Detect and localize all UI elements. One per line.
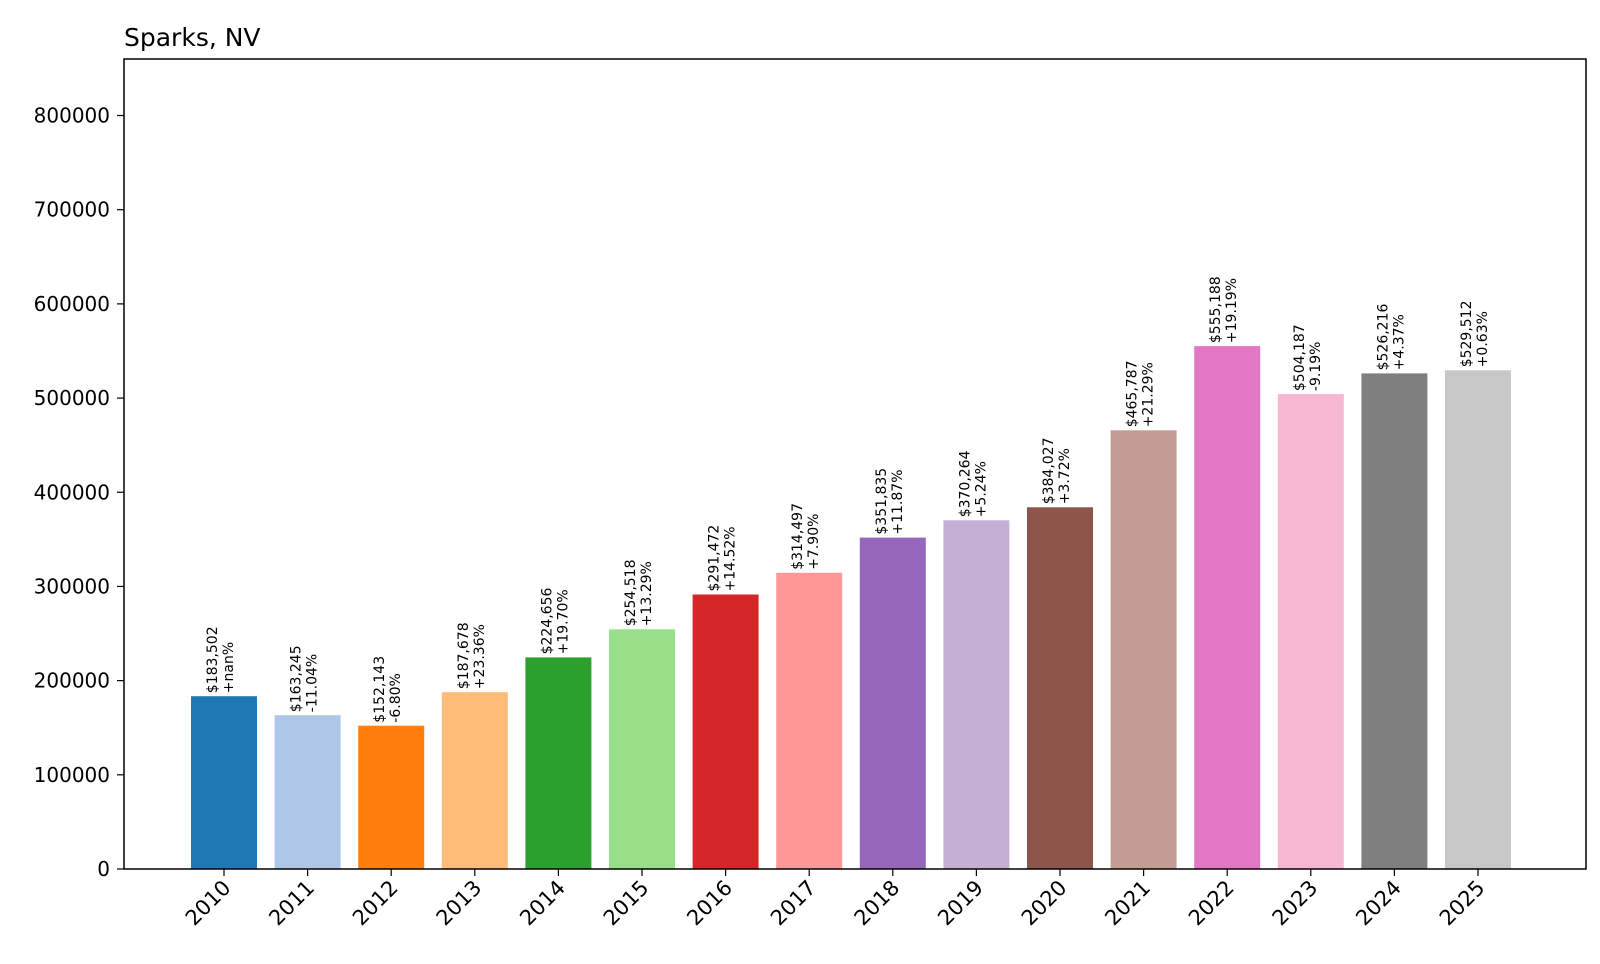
bar-label-2013: $187,678+23.36% — [456, 622, 488, 689]
y-tick-label-500000: 500000 — [34, 386, 110, 410]
x-tick-label-2018: 2018 — [850, 876, 905, 931]
bar-label-2010: $183,502+nan% — [205, 626, 237, 693]
x-tick-label-2012: 2012 — [348, 876, 403, 931]
x-tick-label-2021: 2021 — [1100, 876, 1155, 931]
y-tick-label-0: 0 — [97, 857, 110, 881]
bar-label-2014: $224,656+19.70% — [539, 588, 571, 655]
bar-label-2011: $163,245-11.04% — [289, 645, 321, 712]
x-tick-label-2014: 2014 — [515, 876, 570, 931]
x-tick-label-2025: 2025 — [1435, 876, 1490, 931]
bar-2018 — [859, 537, 926, 869]
x-axis: 2010 2011 2012 2013 2014 2015 2016 2017 2018 2019… — [181, 869, 1490, 930]
x-tick-label-2022: 2022 — [1184, 876, 1239, 931]
y-tick-label-300000: 300000 — [34, 574, 110, 598]
bar-2012 — [358, 725, 425, 869]
y-tick-label-800000: 800000 — [34, 104, 110, 128]
x-tick-label-2024: 2024 — [1351, 876, 1406, 931]
bar-2010 — [191, 696, 257, 869]
bar-2017 — [776, 572, 843, 869]
bar-label-2022: $555,188+19.19% — [1208, 276, 1240, 343]
bar-2022 — [1194, 346, 1261, 870]
bar-2016 — [692, 594, 759, 869]
x-tick-label-2015: 2015 — [599, 876, 654, 931]
bar-2015 — [609, 629, 675, 869]
bar-2014 — [525, 657, 592, 869]
bar-label-2019: $370,264+5.24% — [957, 450, 989, 517]
bar-2025 — [1445, 370, 1511, 869]
y-tick-label-200000: 200000 — [34, 669, 110, 693]
y-tick-label-600000: 600000 — [34, 292, 110, 316]
x-tick-label-2019: 2019 — [933, 876, 988, 931]
bar-2021 — [1110, 430, 1177, 869]
x-tick-label-2013: 2013 — [432, 876, 487, 931]
bar-label-2023: $504,187-9.19% — [1292, 324, 1324, 391]
bar-2011 — [274, 715, 341, 869]
x-tick-label-2011: 2011 — [264, 876, 319, 931]
y-tick-label-100000: 100000 — [34, 763, 110, 787]
bar-label-2020: $384,027+3.72% — [1041, 437, 1073, 504]
bar-label-2018: $351,835+11.87% — [874, 468, 906, 535]
x-tick-label-2023: 2023 — [1268, 876, 1323, 931]
bar-label-2015: $254,518+13.29% — [623, 559, 655, 626]
bar-label-2012: $152,143-6.80% — [372, 656, 404, 723]
chart-title: Sparks, NV — [124, 23, 261, 52]
y-tick-label-400000: 400000 — [34, 480, 110, 504]
x-tick-label-2016: 2016 — [682, 876, 737, 931]
bar-label-2024: $526,216+4.37% — [1375, 304, 1407, 371]
x-tick-label-2010: 2010 — [181, 876, 236, 931]
y-tick-label-700000: 700000 — [34, 198, 110, 222]
y-axis: 0 100000 200000 300000 400000 500000 600000 700… — [34, 104, 124, 881]
bar-2013 — [441, 692, 508, 869]
bar-label-2021: $465,787+21.29% — [1125, 360, 1157, 427]
bar-2024 — [1361, 373, 1428, 869]
x-tick-label-2020: 2020 — [1017, 876, 1072, 931]
bar-2023 — [1277, 394, 1344, 869]
plot-frame — [123, 58, 1587, 870]
bar-label-2025: $529,512+0.63% — [1459, 300, 1491, 367]
bar-label-2016: $291,472+14.52% — [707, 525, 739, 592]
bars-layer — [191, 346, 1511, 870]
bar-label-2017: $314,497+7.90% — [790, 503, 822, 570]
bar-labels-layer: $183,502+nan% $163,245-11.04% $152,143-6.8… — [205, 276, 1491, 722]
x-tick-label-2017: 2017 — [766, 876, 821, 931]
bar-2020 — [1027, 507, 1093, 869]
bar-2019 — [943, 520, 1010, 869]
